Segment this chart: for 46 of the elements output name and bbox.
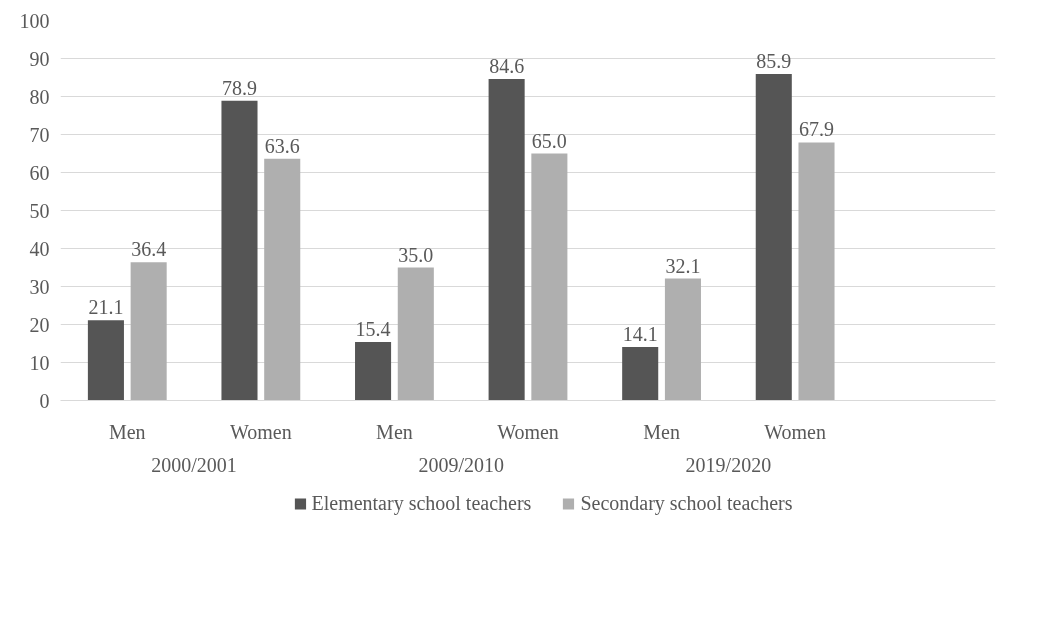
y-tick-label: 80	[29, 85, 50, 108]
bar	[355, 341, 392, 401]
y-tick-label: 20	[29, 313, 50, 336]
y-tick-label: 70	[29, 123, 50, 146]
bar	[130, 262, 167, 401]
bar	[531, 153, 568, 401]
data-label: 63.6	[264, 134, 300, 157]
data-label: 14.1	[622, 322, 658, 345]
text: 2000/2001	[151, 453, 237, 476]
x-tick-label: Men	[108, 420, 146, 443]
y-tick-label: 30	[29, 275, 50, 298]
data-label: 36.4	[131, 238, 167, 261]
data-label: 78.9	[221, 76, 257, 99]
x-tick-label: Men	[643, 420, 680, 443]
y-tick-label: 0	[39, 389, 50, 412]
bar	[264, 158, 301, 401]
data-label: 32.1	[665, 254, 701, 277]
bar	[221, 100, 258, 401]
x-tick-label: Women	[230, 420, 292, 443]
text: 2009/2010	[418, 453, 504, 476]
x-tick-label: Men	[376, 420, 413, 443]
data-label: 35.0	[398, 243, 434, 266]
bar	[755, 74, 792, 401]
y-tick-label: 40	[29, 237, 50, 260]
bar	[397, 267, 434, 401]
bar	[87, 320, 124, 401]
text: 2019/2020	[685, 453, 772, 476]
data-label: 15.4	[355, 317, 391, 340]
data-label: 21.1	[88, 296, 124, 319]
data-label: 65.0	[531, 129, 567, 152]
y-tick-label: 60	[29, 161, 50, 184]
x-tick-label: Women	[764, 420, 827, 443]
legend-label: Secondary school teachers	[580, 491, 793, 515]
bar	[622, 346, 659, 401]
legend-label: Elementary school teachers	[311, 491, 532, 515]
bar	[488, 79, 525, 401]
data-label: 67.9	[799, 118, 835, 141]
x-tick-label: Women	[497, 420, 559, 443]
y-tick-label: 50	[29, 199, 50, 222]
y-tick-label: 100	[19, 9, 50, 32]
y-tick-label: 10	[29, 351, 50, 374]
bar	[664, 278, 701, 401]
y-tick-label: 90	[29, 47, 50, 70]
bar	[798, 142, 835, 401]
data-label: 84.6	[489, 55, 525, 78]
data-label: 85.9	[756, 50, 792, 73]
